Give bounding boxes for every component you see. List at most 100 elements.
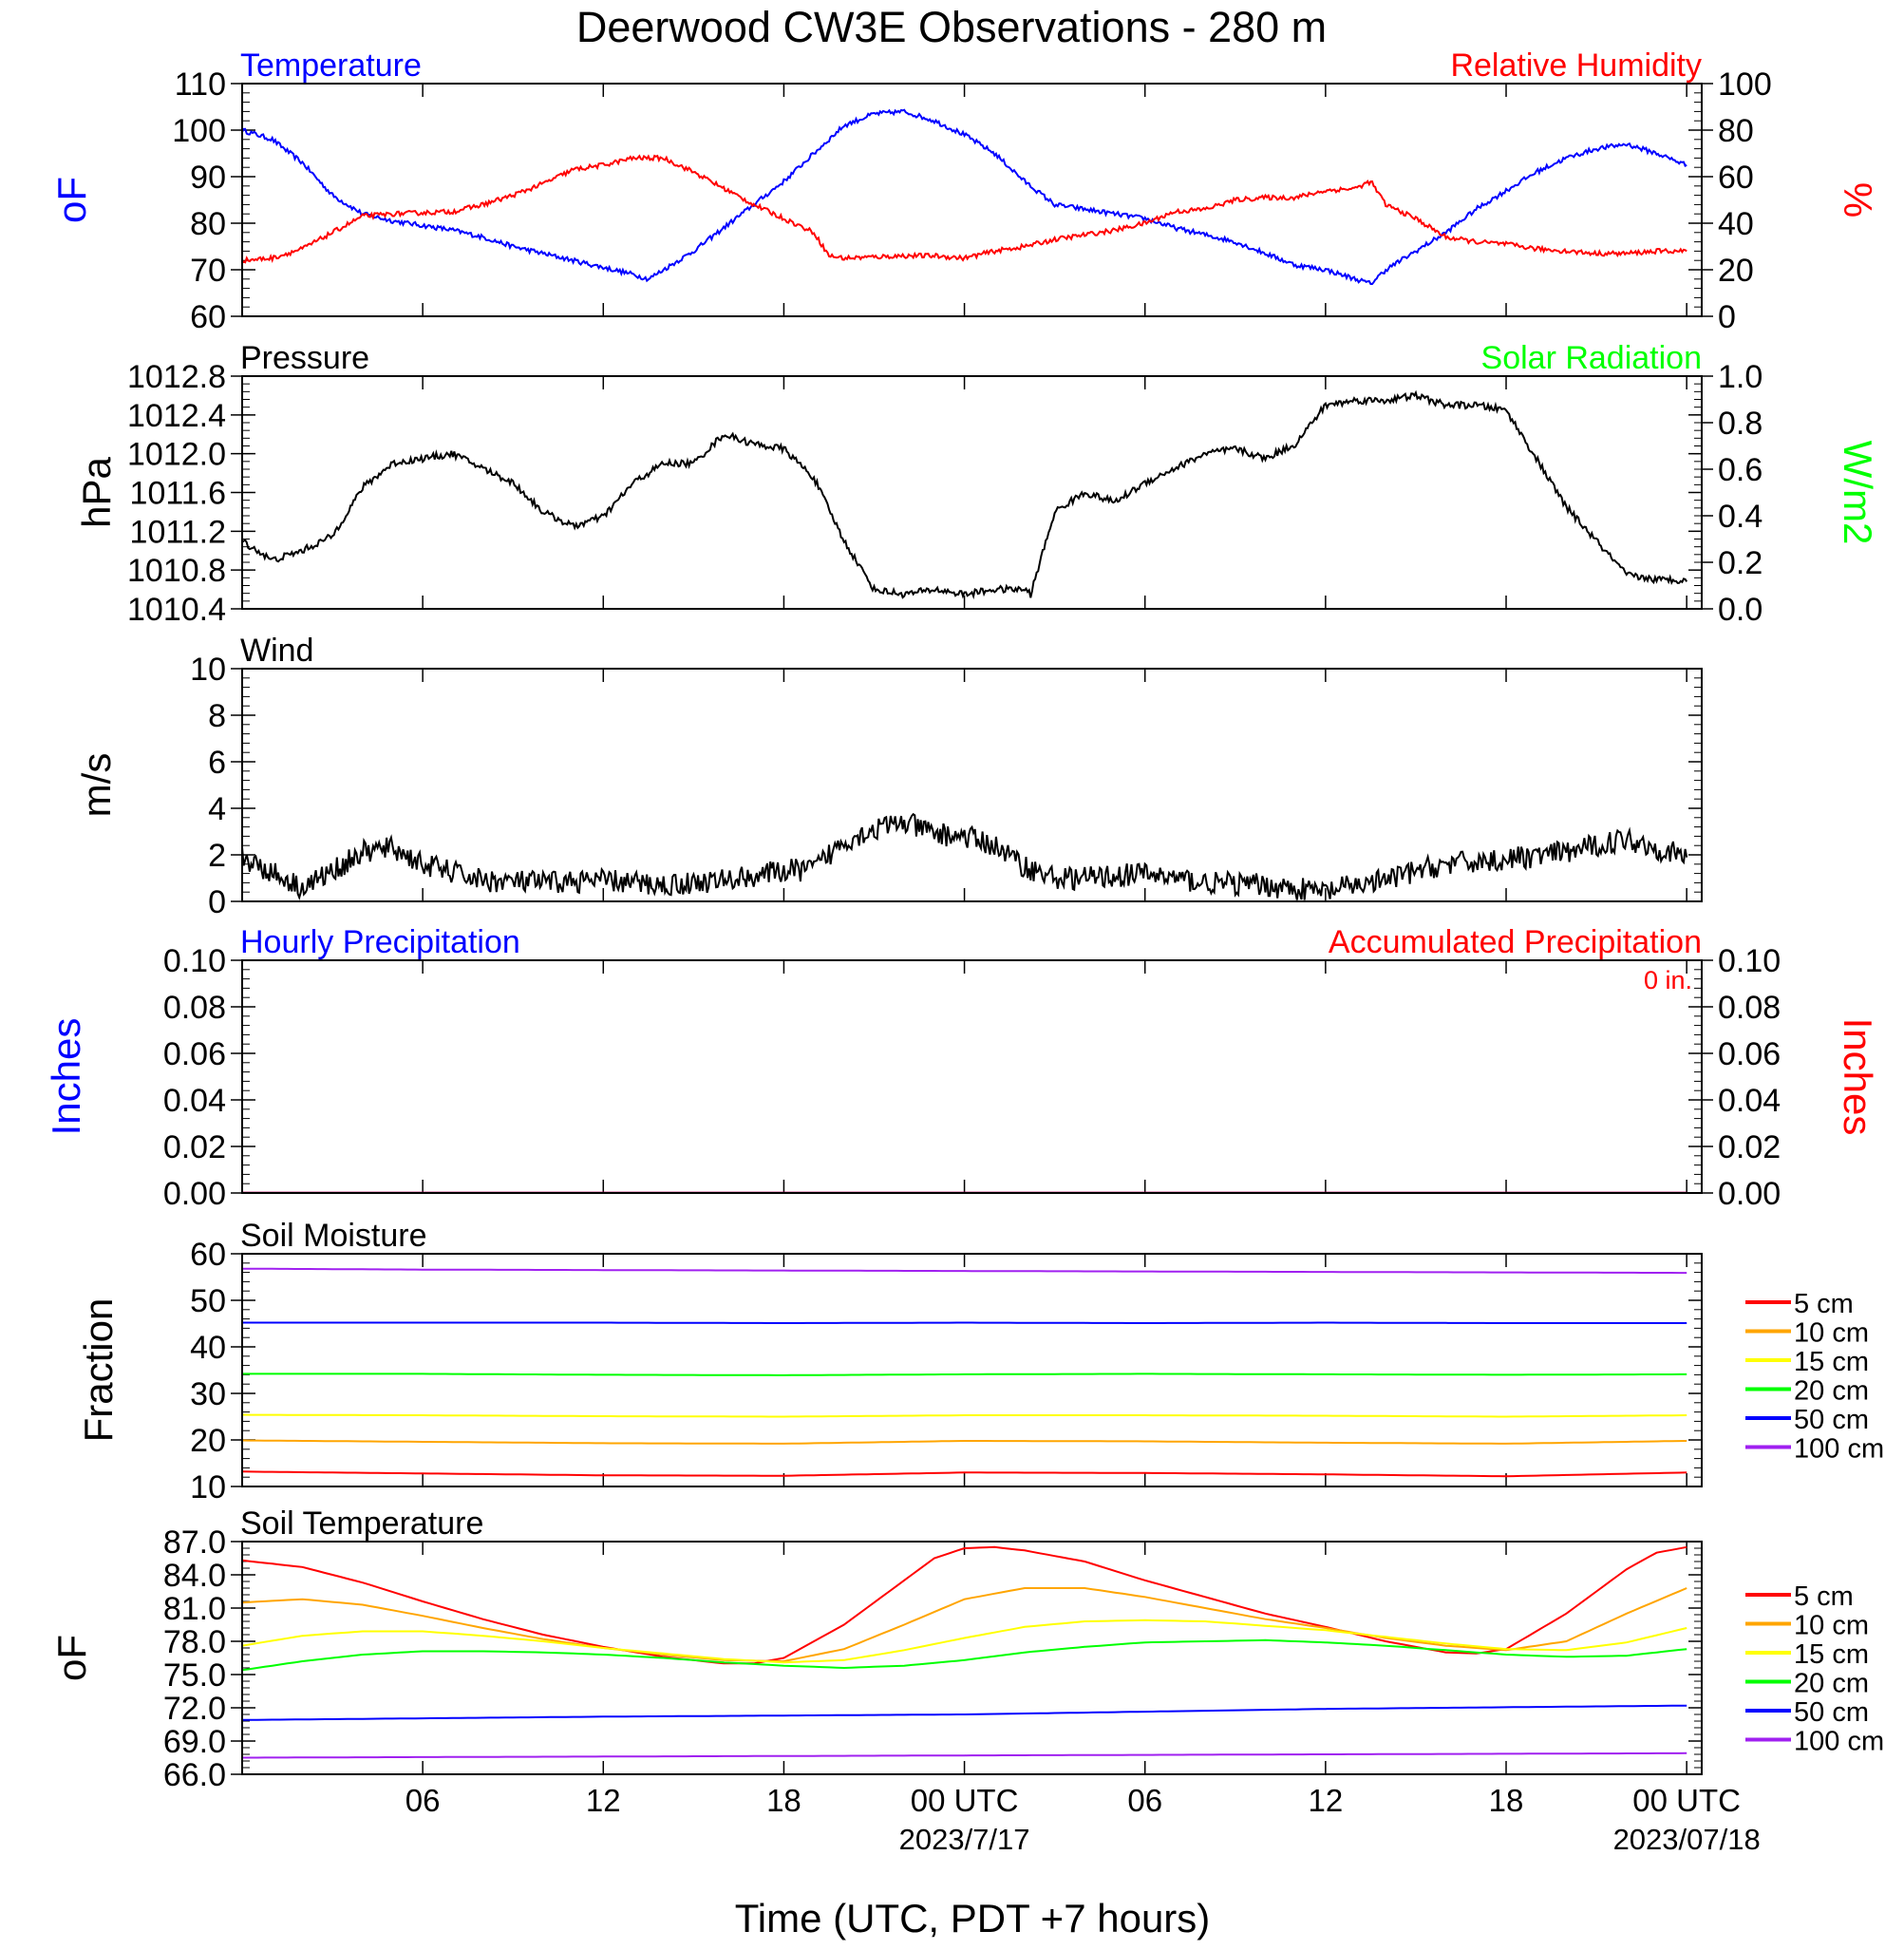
plot-frame — [241, 668, 1703, 902]
x-tick-label: 18 — [1489, 1783, 1524, 1818]
y-right-tick-label: 100 — [1718, 66, 1772, 103]
legend-label: 5 cm — [1794, 1581, 1854, 1612]
y-tick-label: 6 — [208, 745, 226, 781]
series-line-50-cm — [242, 1321, 1687, 1324]
panel-temp_rh: 60 70 80 90 100 110 0 20 40 60 80 100 Temperature Rel… — [49, 47, 1880, 335]
plot-frame — [241, 1253, 1703, 1487]
legend-label: 50 cm — [1794, 1405, 1869, 1435]
accumulated-total: 0 in. — [1644, 966, 1692, 994]
series-line-pressure — [242, 389, 1688, 600]
plot-frame — [241, 1541, 1703, 1775]
x-tick-label: 12 — [586, 1783, 621, 1818]
legend-label: 50 cm — [1794, 1697, 1869, 1728]
series-line-temperature — [242, 108, 1687, 285]
legend-label: 10 cm — [1794, 1611, 1869, 1641]
series-line-20-cm — [242, 1373, 1687, 1376]
panel-title-right: Relative Humidity — [1450, 47, 1702, 84]
panel-title-left: Soil Moisture — [240, 1218, 427, 1254]
plot-frame — [241, 83, 1703, 317]
y-axis-label: hPa — [74, 456, 119, 527]
y-tick-label: 70 — [190, 253, 226, 289]
y-tick-label: 80 — [190, 206, 226, 242]
y-tick-label: 1011.2 — [130, 514, 226, 550]
y-right-tick-label: 0.10 — [1718, 943, 1781, 979]
y-tick-label: 10 — [190, 1469, 226, 1505]
y-right-tick-label: 0.04 — [1718, 1083, 1781, 1119]
y-tick-label: 50 — [190, 1283, 226, 1319]
x-tick-date-label: 2023/7/17 — [899, 1823, 1030, 1856]
y-right-axis-label: % — [1836, 182, 1880, 218]
series-line-100-cm — [242, 1751, 1687, 1759]
y-axis-label: Inches — [44, 1018, 88, 1136]
y-tick-label: 84.0 — [163, 1558, 226, 1594]
y-tick-label: 100 — [172, 113, 226, 149]
y-axis-label: m/s — [74, 753, 119, 818]
y-axis-label: oF — [49, 177, 94, 223]
y-tick-label: 20 — [190, 1423, 226, 1459]
panel-title-left: Wind — [240, 633, 313, 669]
panel-title-left: Temperature — [240, 47, 422, 84]
y-tick-label: 1011.6 — [130, 476, 226, 512]
y-tick-label: 0.04 — [163, 1083, 226, 1119]
y-tick-label: 1010.8 — [127, 553, 226, 589]
y-axis-label: Fraction — [76, 1298, 121, 1443]
y-tick-label: 72.0 — [163, 1691, 226, 1727]
series-line-wind — [242, 812, 1688, 900]
y-right-tick-label: 80 — [1718, 113, 1754, 149]
x-axis-label: Time (UTC, PDT +7 hours) — [735, 1896, 1211, 1941]
x-tick-label: 06 — [405, 1783, 441, 1818]
y-tick-label: 0.00 — [163, 1176, 226, 1212]
y-tick-label: 40 — [190, 1330, 226, 1366]
x-tick-label: 00 UTC — [911, 1783, 1019, 1818]
y-right-tick-label: 0.02 — [1718, 1129, 1781, 1165]
panel-title-right: Accumulated Precipitation — [1329, 924, 1702, 960]
y-right-tick-label: 0.2 — [1718, 545, 1763, 581]
y-right-tick-label: 1.0 — [1718, 359, 1763, 395]
y-tick-label: 90 — [190, 160, 226, 196]
panel-wind: 0 2 4 6 8 10 Wind m/s — [74, 633, 1703, 920]
y-right-tick-label: 0.08 — [1718, 990, 1781, 1026]
y-right-tick-label: 0.4 — [1718, 499, 1763, 535]
y-tick-label: 1012.8 — [127, 359, 226, 395]
series-line-15-cm — [242, 1619, 1687, 1664]
series-line-relative-humidity — [242, 154, 1687, 264]
legend-label: 10 cm — [1794, 1318, 1869, 1349]
legend-label: 100 cm — [1794, 1727, 1884, 1757]
y-tick-label: 0.10 — [163, 943, 226, 979]
y-right-tick-label: 0.06 — [1718, 1036, 1781, 1072]
y-tick-label: 1010.4 — [127, 592, 226, 628]
legend-label: 15 cm — [1794, 1639, 1869, 1670]
legend-label: 20 cm — [1794, 1376, 1869, 1407]
y-tick-label: 4 — [208, 791, 226, 827]
panel-title-right: Solar Radiation — [1481, 340, 1702, 376]
legend-label: 20 cm — [1794, 1669, 1869, 1699]
y-tick-label: 2 — [208, 838, 226, 874]
y-tick-label: 8 — [208, 698, 226, 734]
y-right-tick-label: 0.0 — [1718, 592, 1763, 628]
panel-title-left: Pressure — [240, 340, 369, 376]
series-line-20-cm — [242, 1638, 1687, 1672]
series-line-10-cm — [242, 1587, 1687, 1663]
series-group — [242, 108, 1687, 285]
y-right-tick-label: 0.8 — [1718, 406, 1763, 442]
legend-label: 5 cm — [1794, 1289, 1854, 1319]
y-right-tick-label: 60 — [1718, 160, 1754, 196]
x-axis: 06 12 18 00 UTC 2023/7/17 06 12 18 00 UTC 2023/07… — [405, 1783, 1761, 1856]
series-line-15-cm — [242, 1413, 1687, 1418]
series-line-5-cm — [242, 1545, 1687, 1665]
y-right-tick-label: 0.00 — [1718, 1176, 1781, 1212]
y-tick-label: 1012.0 — [127, 437, 226, 473]
series-group — [242, 1267, 1687, 1478]
legend-label: 100 cm — [1794, 1434, 1884, 1465]
series-line-100-cm — [242, 1267, 1687, 1275]
y-tick-label: 60 — [190, 299, 226, 335]
y-tick-label: 66.0 — [163, 1757, 226, 1793]
panel-soil_temp: 66.069.072.075.078.081.084.087.0 Soil Tem… — [49, 1505, 1884, 1793]
y-right-tick-label: 20 — [1718, 253, 1754, 289]
series-group — [242, 812, 1688, 900]
y-right-tick-label: 0.6 — [1718, 452, 1763, 488]
